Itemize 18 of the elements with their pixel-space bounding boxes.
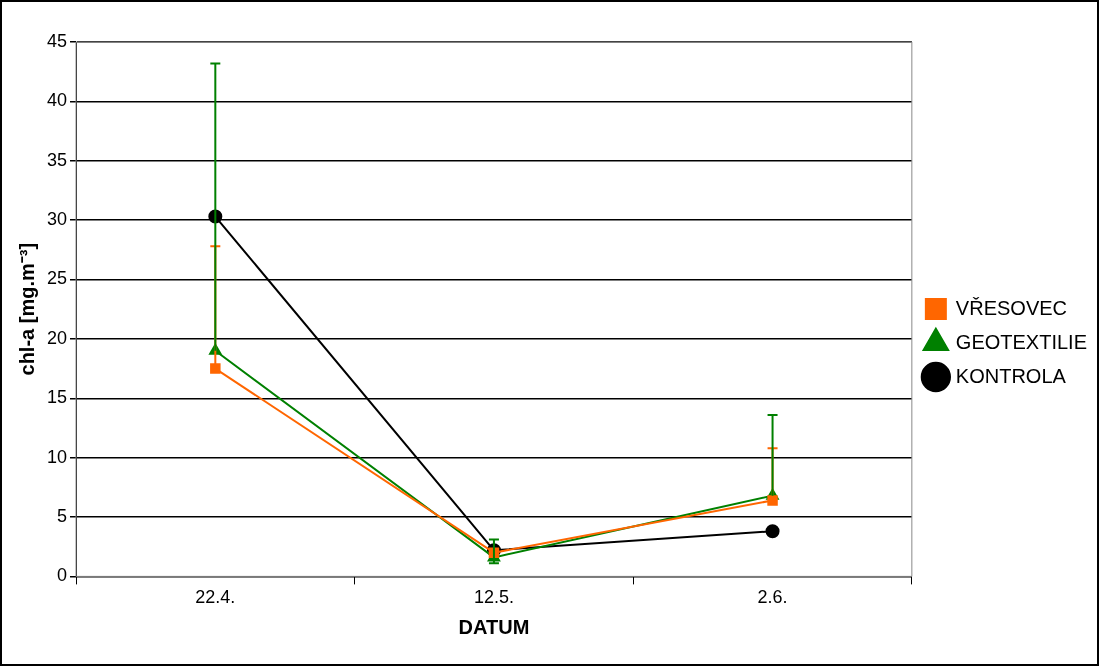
x-axis-title: DATUM <box>458 615 530 638</box>
y-tick-label: 40 <box>46 90 68 111</box>
y-tick-label: 10 <box>46 446 68 467</box>
x-tick-label: 12.5. <box>473 587 514 608</box>
y-tick-label: 0 <box>57 565 68 586</box>
y-tick-label: 25 <box>46 268 68 289</box>
y-tick-label: 30 <box>46 209 68 230</box>
legend-label: VŘESOVEC <box>955 296 1068 319</box>
y-tick-label: 45 <box>46 30 68 51</box>
x-tick-label: 22.4. <box>195 587 236 608</box>
y-tick-label: 20 <box>46 327 68 348</box>
y-axis-title: chl-a [mg.m⁻³] <box>15 242 38 376</box>
x-tick-label: 2.6. <box>757 587 788 608</box>
legend-label: GEOTEXTILIE <box>955 330 1088 353</box>
y-tick-label: 5 <box>57 505 68 526</box>
y-tick-label: 15 <box>46 387 68 408</box>
y-tick-label: 35 <box>46 149 68 170</box>
legend-label: KONTROLA <box>955 364 1067 387</box>
